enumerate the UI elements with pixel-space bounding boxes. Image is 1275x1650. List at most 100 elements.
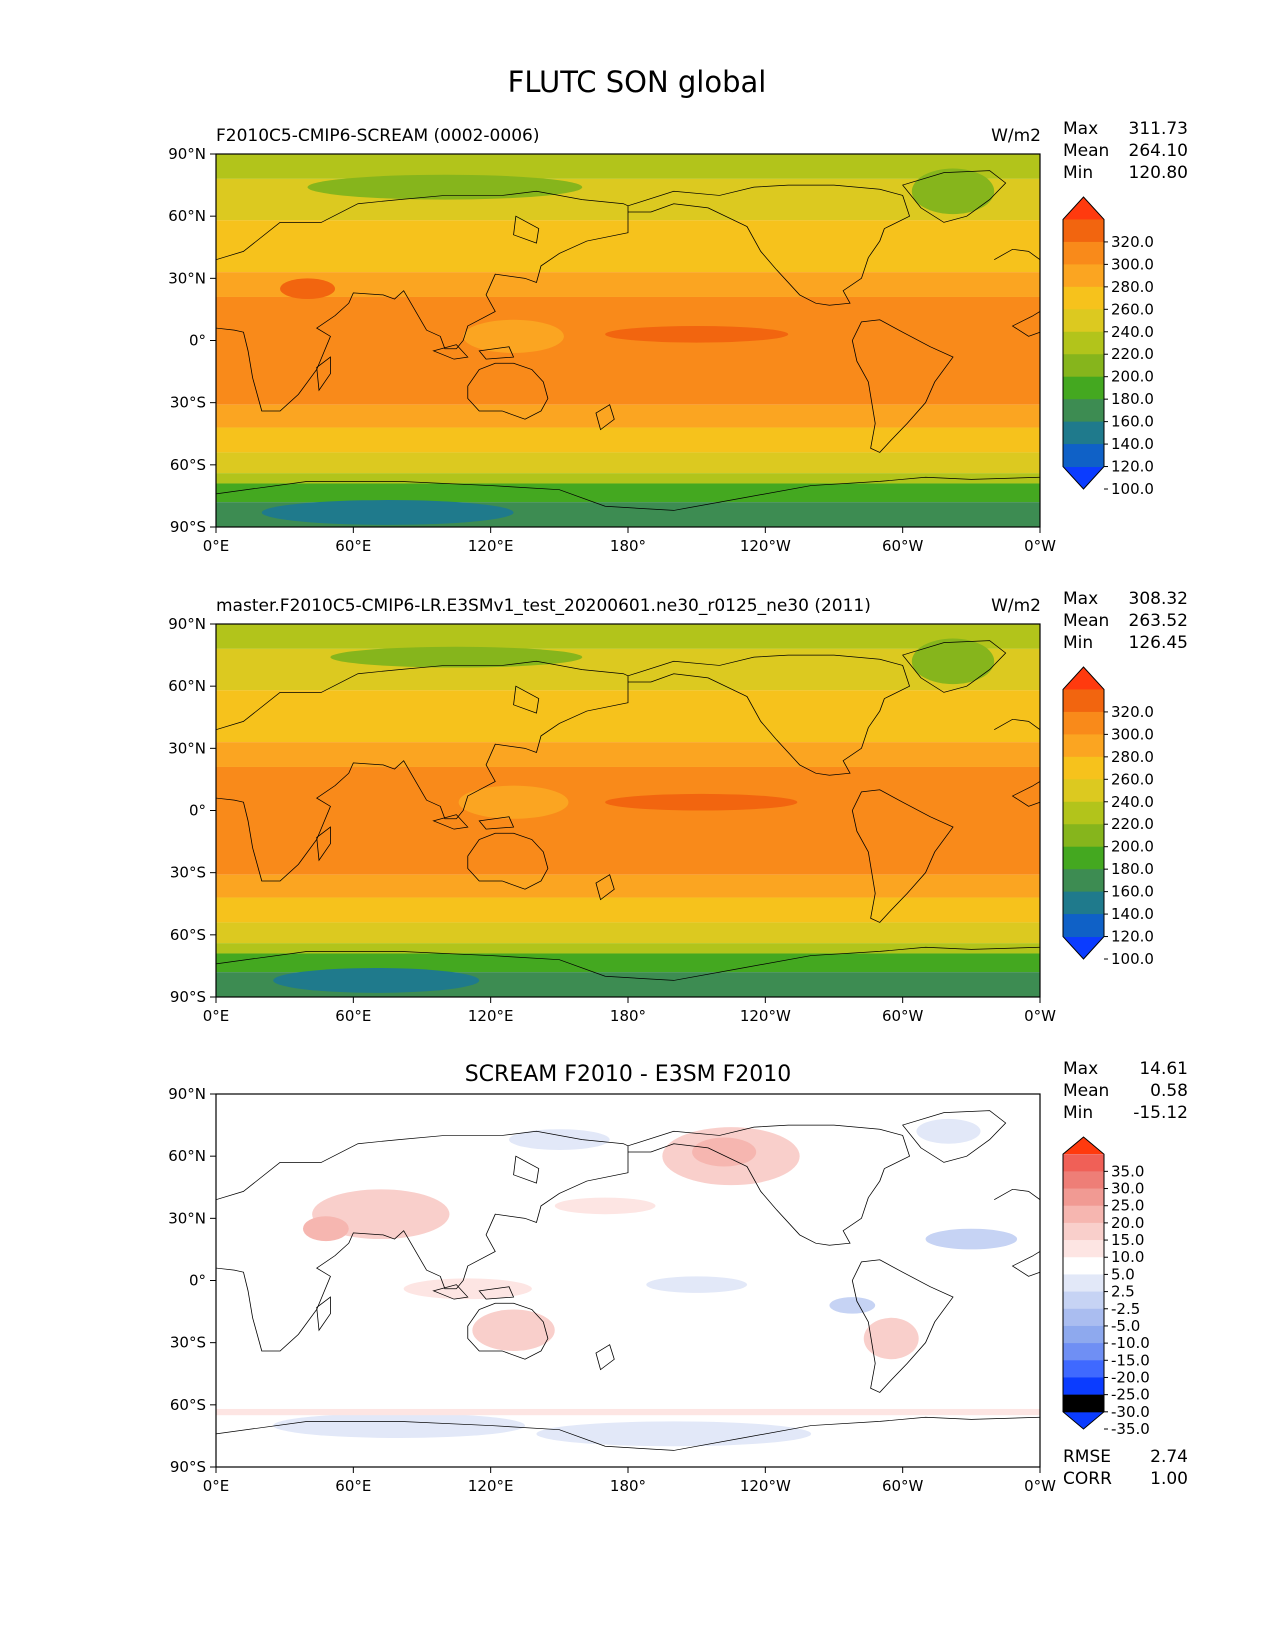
colorbar-bin <box>1063 1171 1104 1190</box>
panel-2-title-right: W/m2 <box>991 596 1041 616</box>
colorbar-bin <box>1063 689 1104 713</box>
rmse-value: 2.74 <box>1150 1447 1188 1467</box>
region-east-antarctica-core <box>261 500 514 525</box>
colorbar-label: -25.0 <box>1111 1386 1150 1404</box>
panel-2-yaxis: 90°N 60°N 30°N 0° 30°S 60°S 90°S <box>168 615 216 1006</box>
region-greenland <box>911 168 995 215</box>
y-tick-label: 60°N <box>168 1147 206 1165</box>
band-mid-south <box>216 897 1041 923</box>
diff-equatorial-pacific-negative <box>646 1276 748 1293</box>
diff-arabia-positive <box>302 1216 349 1242</box>
x-tick-label: 180° <box>610 537 646 555</box>
panel-1-colorbar: 320.0 300.0 280.0 260.0 240.0 220.0 200.0 180.0… <box>1062 196 1154 498</box>
y-tick-label: 30°S <box>170 394 206 412</box>
panel-3-colorbar: 35.030.025.020.015.010.05.02.5-2.5-5.0-1… <box>1062 1136 1150 1438</box>
diff-antarctica-negative <box>273 1413 526 1438</box>
band-tropics <box>216 296 1041 405</box>
corr-label: CORR <box>1063 1469 1112 1489</box>
panel-1-stat-value: 264.10 <box>1129 141 1188 161</box>
colorbar-label: 280.0 <box>1111 278 1154 296</box>
x-tick-label: 0°E <box>203 1007 230 1025</box>
band-antarctic-coast <box>216 953 1041 973</box>
x-tick-label: 180° <box>610 1007 646 1025</box>
colorbar-bin <box>1063 1274 1104 1293</box>
colorbar-bin <box>1063 331 1104 355</box>
colorbar-label: 5.0 <box>1111 1265 1135 1283</box>
panel-1: F2010C5-CMIP6-SCREAM (0002-0006) W/m2 Ma… <box>168 119 1188 555</box>
y-tick-label: 30°S <box>170 864 206 882</box>
colorbar-label: 160.0 <box>1111 413 1154 431</box>
region-tropical-convection <box>463 319 564 353</box>
panel-2-stat-label: Min <box>1063 633 1093 653</box>
panel-3-stat-value: 0.58 <box>1150 1081 1188 1101</box>
x-tick-label: 60°W <box>882 1007 924 1025</box>
diff-alaska-positive-core <box>692 1137 757 1167</box>
colorbar-label: 220.0 <box>1111 345 1154 363</box>
diff-north-pacific-positive <box>554 1197 656 1215</box>
colorbar-label: 200.0 <box>1111 368 1154 386</box>
colorbar-bin <box>1063 1188 1104 1207</box>
colorbar-label: 140.0 <box>1111 435 1154 453</box>
panel-2: master.F2010C5-CMIP6-LR.E3SMv1_test_2020… <box>168 589 1188 1025</box>
colorbar-bin <box>1063 711 1104 735</box>
colorbar-label: 15.0 <box>1111 1231 1144 1249</box>
diff-southern-ocean-negative <box>536 1421 812 1447</box>
colorbar-label: 320.0 <box>1111 233 1154 251</box>
colorbar-bin <box>1063 241 1104 265</box>
colorbar-label: 260.0 <box>1111 300 1154 318</box>
region-greenland <box>911 638 995 685</box>
diff-atlantic-negative <box>925 1228 1018 1250</box>
colorbar-bin <box>1063 286 1104 310</box>
colorbar-bin <box>1063 914 1104 938</box>
y-tick-label: 60°S <box>170 926 206 944</box>
panel-3-stat-label: Max <box>1063 1059 1098 1079</box>
colorbar-label: -20.0 <box>1111 1368 1150 1386</box>
x-tick-label: 180° <box>610 1477 646 1495</box>
colorbar-label: 120.0 <box>1111 458 1154 476</box>
colorbar-label: 200.0 <box>1111 838 1154 856</box>
colorbar-label: 320.0 <box>1111 703 1154 721</box>
colorbar-label: 30.0 <box>1111 1180 1144 1198</box>
colorbar-extend-min <box>1063 1411 1104 1429</box>
colorbar-bin <box>1063 1377 1104 1396</box>
colorbar-bin <box>1063 756 1104 780</box>
colorbar-label: 140.0 <box>1111 905 1154 923</box>
colorbar-label: 25.0 <box>1111 1197 1144 1215</box>
panel-3-xaxis: 0°E 60°E 120°E 180° 120°W 60°W 0°W <box>203 1467 1056 1495</box>
x-tick-label: 60°E <box>335 1477 371 1495</box>
panel-2-stat-value: 126.45 <box>1129 633 1188 653</box>
colorbar-bin <box>1063 219 1104 243</box>
colorbar-extend-max <box>1063 1137 1104 1155</box>
colorbar-bin <box>1063 264 1104 288</box>
y-tick-label: 60°N <box>168 207 206 225</box>
panel-1-xaxis: 0°E 60°E 120°E 180° 120°W 60°W 0°W <box>203 527 1056 555</box>
colorbar-bin <box>1063 1394 1104 1413</box>
x-tick-label: 0°E <box>203 537 230 555</box>
colorbar-bin <box>1063 1360 1104 1378</box>
panel-1-stat-label: Max <box>1063 119 1098 139</box>
rmse-label: RMSE <box>1063 1447 1111 1467</box>
region-equatorial-pacific-max <box>605 325 789 343</box>
panel-1-map <box>214 154 1042 527</box>
x-tick-label: 0°W <box>1024 1477 1056 1495</box>
colorbar-bin <box>1063 891 1104 915</box>
panel-3-stat-label: Mean <box>1063 1081 1109 1101</box>
panel-2-stat-label: Mean <box>1063 611 1109 631</box>
colorbar-label: 160.0 <box>1111 883 1154 901</box>
colorbar-label: 10.0 <box>1111 1248 1144 1266</box>
band-high-south <box>216 452 1041 474</box>
y-tick-label: 30°N <box>168 739 206 757</box>
colorbar-extend-min <box>1063 936 1104 959</box>
panel-3-stat-value: -15.12 <box>1133 1103 1188 1123</box>
colorbar-extend-min <box>1063 466 1104 489</box>
colorbar-bin <box>1063 734 1104 758</box>
y-tick-label: 90°N <box>168 615 206 633</box>
colorbar-label: -35.0 <box>1111 1420 1150 1438</box>
band-subtropic-north <box>216 742 1041 767</box>
colorbar-extend-max <box>1063 197 1104 220</box>
y-tick-label: 90°S <box>170 1458 206 1476</box>
colorbar-bin <box>1063 1325 1104 1344</box>
y-tick-label: 90°S <box>170 518 206 536</box>
colorbar-label: 180.0 <box>1111 390 1154 408</box>
x-tick-label: 120°E <box>468 1477 514 1495</box>
